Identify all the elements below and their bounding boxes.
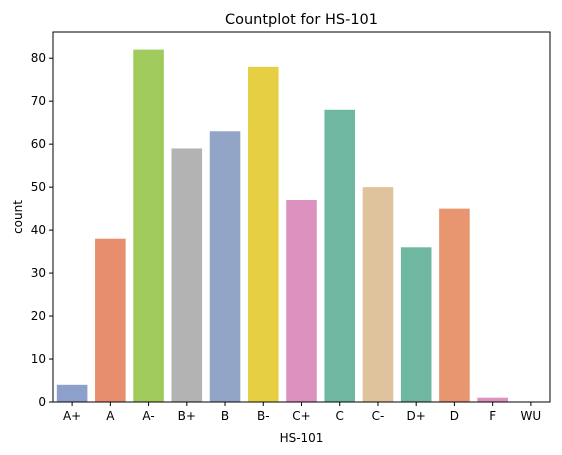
x-tick-label: C- bbox=[372, 409, 385, 423]
x-tick-label: C+ bbox=[292, 409, 310, 423]
bar-c-minusplus bbox=[286, 200, 317, 402]
bar-f bbox=[477, 397, 508, 402]
bar-b-minusplus bbox=[171, 148, 203, 402]
x-tick-label: A- bbox=[142, 409, 154, 423]
x-tick-label: WU bbox=[521, 409, 542, 423]
bar-a bbox=[95, 238, 126, 402]
bar-c-minus bbox=[362, 187, 394, 402]
bar-a-minusplus bbox=[56, 384, 88, 402]
y-axis: 0 10 20 30 40 50 60 70 80 bbox=[31, 51, 53, 409]
y-tick-label: 70 bbox=[31, 94, 46, 108]
y-tick-label: 0 bbox=[38, 395, 46, 409]
y-tick-label: 40 bbox=[31, 223, 46, 237]
x-tick-label: D+ bbox=[407, 409, 426, 423]
y-tick-label: 30 bbox=[31, 266, 46, 280]
bar-b-minus bbox=[247, 66, 279, 403]
x-tick-label: B bbox=[221, 409, 229, 423]
bar-c bbox=[324, 109, 356, 402]
bar-d-minusplus bbox=[400, 247, 432, 402]
y-tick-label: 10 bbox=[31, 352, 46, 366]
y-tick-label: 50 bbox=[31, 180, 46, 194]
y-tick-label: 80 bbox=[31, 51, 46, 65]
x-tick-label: B+ bbox=[178, 409, 196, 423]
x-axis-label: HS-101 bbox=[280, 431, 324, 445]
x-tick-label: B- bbox=[257, 409, 270, 423]
bars-layer bbox=[56, 49, 508, 403]
y-axis-label: count bbox=[11, 200, 25, 234]
x-tick-label: A+ bbox=[63, 409, 81, 423]
y-tick-label: 20 bbox=[31, 309, 46, 323]
bar-a-minus bbox=[133, 49, 164, 402]
chart-title: Countplot for HS-101 bbox=[225, 12, 378, 28]
x-tick-label: C bbox=[336, 409, 344, 423]
x-tick-label: D bbox=[450, 409, 459, 423]
x-tick-label: A bbox=[106, 409, 115, 423]
bar-b bbox=[209, 131, 241, 402]
bar-d bbox=[439, 208, 470, 402]
x-tick-label: F bbox=[489, 409, 496, 423]
x-axis: A+ A A- B+ B B- C+ C C- D+ D F WU bbox=[63, 402, 541, 423]
y-tick-label: 60 bbox=[31, 137, 46, 151]
